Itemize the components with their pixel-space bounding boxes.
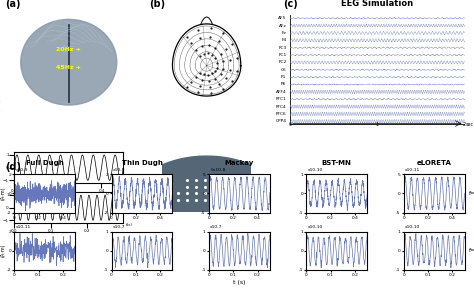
Text: FC3: FC3 [278,46,286,50]
Text: AFF4: AFF4 [276,90,286,94]
Text: FC2: FC2 [278,60,286,64]
Text: x10-7: x10-7 [210,225,223,229]
Text: x10-10: x10-10 [308,225,323,229]
Text: x10-10: x10-10 [308,168,323,172]
Title: BST-MN: BST-MN [322,160,352,166]
Text: C6: C6 [281,68,286,72]
X-axis label: t (s): t (s) [233,280,246,285]
Text: P1: P1 [281,75,286,79]
Title: eLORETA: eLORETA [417,160,452,166]
Title: Thin Dugh: Thin Dugh [121,160,163,166]
Title: Full Dugh: Full Dugh [26,160,64,166]
Text: f=45Hz: f=45Hz [469,248,474,253]
Text: 0: 0 [288,122,292,127]
Text: (c): (c) [283,0,298,9]
Text: FFC6: FFC6 [276,112,286,116]
Text: CPP4: CPP4 [275,119,286,123]
Text: AFz: AFz [279,23,286,28]
Text: x10-10: x10-10 [405,225,420,229]
Polygon shape [21,19,117,105]
Text: 20Hz +: 20Hz + [56,47,81,52]
Title: EEG Simulation: EEG Simulation [341,0,413,8]
Text: FFC4: FFC4 [276,105,286,108]
Y-axis label: $A_{seed}$
(A·m): $A_{seed}$ (A·m) [0,186,5,200]
Text: 1: 1 [376,122,379,127]
Text: x10-11: x10-11 [405,168,420,172]
Text: FC1: FC1 [278,53,286,57]
Text: $A_{seed}$
(A·m): $A_{seed}$ (A·m) [0,98,1,113]
Text: (b): (b) [149,0,165,9]
Text: (a): (a) [6,0,21,9]
Text: x10-9: x10-9 [113,168,125,172]
Y-axis label: $A_{seed}$
(A·m): $A_{seed}$ (A·m) [0,244,5,258]
Text: P6: P6 [281,82,286,86]
Text: 2: 2 [463,122,466,127]
Text: 45Hz +: 45Hz + [56,65,81,70]
Text: (d): (d) [5,162,21,172]
Text: x10-7: x10-7 [113,225,125,229]
Title: Mackay: Mackay [225,160,254,166]
Text: f=20Hz: f=20Hz [469,191,474,196]
Text: AF5: AF5 [278,16,286,20]
Text: FFC1: FFC1 [276,97,286,101]
Text: F4: F4 [281,38,286,42]
Text: Fz: Fz [282,31,286,35]
Text: x10-11: x10-11 [16,225,31,229]
Text: x10-9: x10-9 [16,168,28,172]
Text: 5x10-8: 5x10-8 [210,168,226,172]
Text: sec: sec [466,122,474,127]
